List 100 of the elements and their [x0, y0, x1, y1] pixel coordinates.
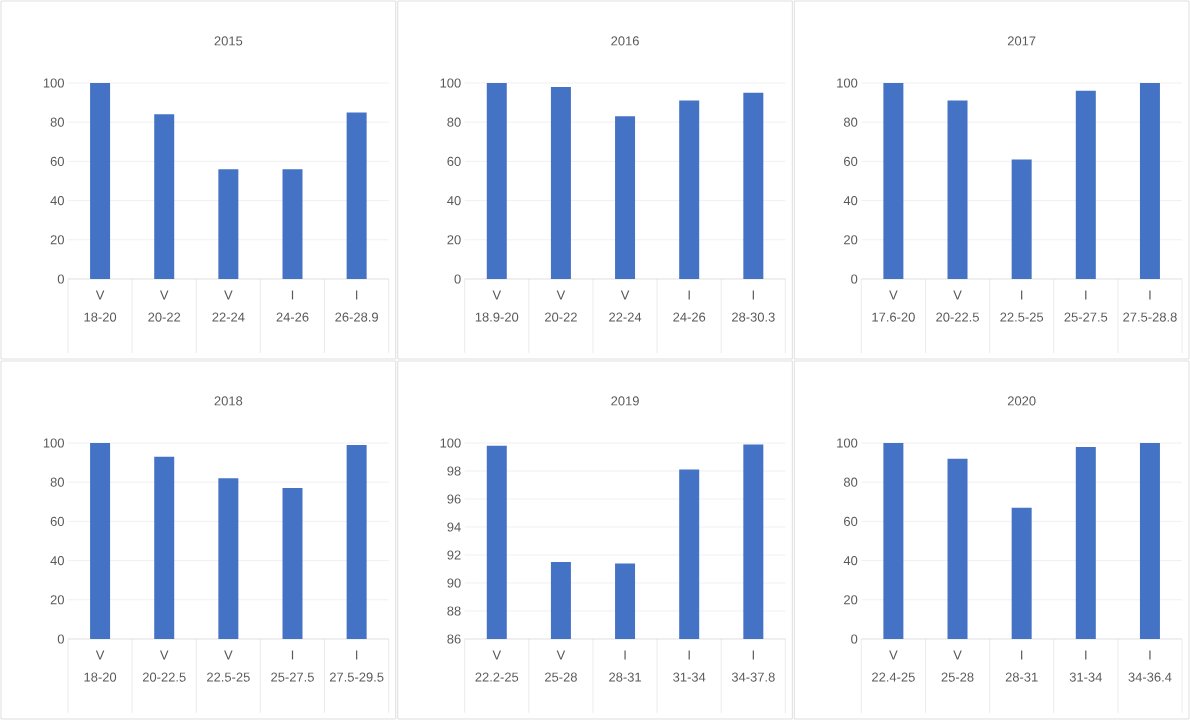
y-tick-label: 0 — [851, 274, 858, 284]
text: I — [624, 650, 626, 660]
bar — [1139, 442, 1160, 639]
text: I — [1085, 650, 1087, 660]
y-tick-label: 100 — [43, 438, 64, 448]
text: V — [889, 650, 898, 660]
y-tick-label: 86 — [447, 634, 461, 644]
chart-title: 2015 — [214, 36, 243, 46]
bar — [947, 458, 968, 639]
text: V — [620, 290, 630, 300]
y-tick-label: 20 — [844, 235, 858, 245]
y-tick-label: 94 — [447, 522, 461, 532]
y-tick-label: 40 — [843, 556, 858, 566]
text: I — [1149, 650, 1151, 660]
y-tick-label: 80 — [843, 117, 858, 127]
text: V — [889, 290, 898, 300]
y-tick-label: 100 — [440, 78, 461, 88]
text: V — [95, 650, 105, 660]
y-tick-label: 90 — [447, 578, 461, 588]
x-tick-label: 24-26 — [673, 312, 706, 322]
x-tick-label: 22.4-25 — [872, 672, 915, 682]
bar — [883, 82, 904, 279]
text: I — [1149, 290, 1151, 300]
x-tick-label: 17.6-20 — [872, 312, 915, 322]
text: V — [159, 290, 169, 300]
x-tick-label: 20-22.5 — [142, 672, 186, 682]
x-tick-label: 28-31 — [609, 672, 641, 682]
x-tick-label: 31-34 — [1069, 672, 1102, 682]
y-tick-label: 0 — [851, 634, 858, 644]
x-tick-label: 25-28 — [941, 672, 974, 682]
text: I — [356, 290, 358, 300]
y-tick-label: 60 — [50, 516, 64, 526]
x-tick-label: 24-26 — [276, 312, 309, 322]
y-tick-label: 0 — [57, 274, 64, 284]
x-tick-label: 20-22 — [148, 312, 181, 322]
y-tick-label: 60 — [844, 516, 858, 526]
x-tick-label: 27.5-29.5 — [329, 672, 384, 682]
bar — [346, 112, 367, 279]
text: V — [492, 650, 502, 660]
x-tick-label: 25-28 — [545, 672, 577, 682]
text: V — [159, 650, 169, 660]
x-tick-label: 31-34 — [673, 672, 706, 682]
chart-title: 2018 — [214, 396, 243, 406]
x-tick-label: 22-24 — [212, 312, 245, 322]
bar — [218, 169, 239, 279]
text: I — [688, 290, 690, 300]
y-tick-label: 20 — [447, 235, 461, 245]
bar — [947, 100, 968, 279]
text: I — [688, 650, 690, 660]
text: I — [1021, 650, 1023, 660]
y-tick-label: 60 — [50, 156, 64, 166]
bar — [282, 169, 303, 279]
text: I — [752, 650, 754, 660]
y-tick-label: 20 — [50, 235, 64, 245]
x-tick-label: 22.2-25 — [475, 672, 519, 682]
y-tick-label: 80 — [843, 477, 858, 487]
y-tick-label: 60 — [844, 156, 858, 166]
y-tick-label: 100 — [440, 438, 461, 448]
text: V — [556, 650, 566, 660]
y-tick-label: 40 — [50, 195, 64, 206]
text: V — [953, 650, 962, 660]
bar — [90, 82, 111, 279]
chart-title: 2020 — [1007, 396, 1036, 406]
text: I — [291, 290, 294, 300]
bar — [1075, 90, 1096, 279]
y-tick-label: 80 — [50, 477, 64, 487]
chart-title: 2016 — [611, 36, 639, 46]
bar — [1011, 507, 1032, 639]
x-tick-label: 25-27.5 — [271, 672, 314, 682]
y-tick-label: 100 — [837, 78, 858, 88]
bar — [1139, 82, 1160, 279]
y-tick-label: 40 — [843, 195, 858, 206]
chart-title: 2017 — [1007, 36, 1036, 46]
x-tick-label: 18-20 — [84, 312, 117, 322]
x-tick-label: 22.5-25 — [207, 672, 250, 682]
y-tick-label: 20 — [50, 595, 64, 605]
x-tick-label: 34-37.8 — [731, 672, 775, 682]
y-tick-label: 100 — [43, 78, 64, 88]
text: V — [492, 290, 502, 300]
text: V — [224, 650, 233, 660]
x-tick-label: 18-20 — [84, 672, 117, 682]
x-tick-label: 20-22 — [545, 312, 577, 322]
x-tick-label: 28-31 — [1005, 672, 1038, 682]
y-tick-label: 96 — [447, 494, 461, 504]
chart-title: 2019 — [611, 396, 639, 406]
y-tick-label: 0 — [57, 634, 64, 644]
y-tick-label: 98 — [447, 466, 461, 476]
y-tick-label: 60 — [447, 156, 461, 166]
y-tick-label: 40 — [50, 556, 64, 566]
text: V — [95, 290, 105, 300]
y-tick-label: 88 — [447, 606, 461, 616]
x-tick-label: 28-30.3 — [732, 312, 775, 322]
y-tick-label: 20 — [844, 595, 858, 605]
bar — [883, 442, 904, 639]
x-tick-label: 34-36.4 — [1128, 672, 1172, 682]
y-tick-label: 0 — [454, 274, 461, 284]
text: V — [224, 290, 233, 300]
y-tick-label: 100 — [837, 438, 858, 448]
y-tick-label: 92 — [447, 550, 461, 560]
x-tick-label: 26-28.9 — [335, 312, 378, 322]
